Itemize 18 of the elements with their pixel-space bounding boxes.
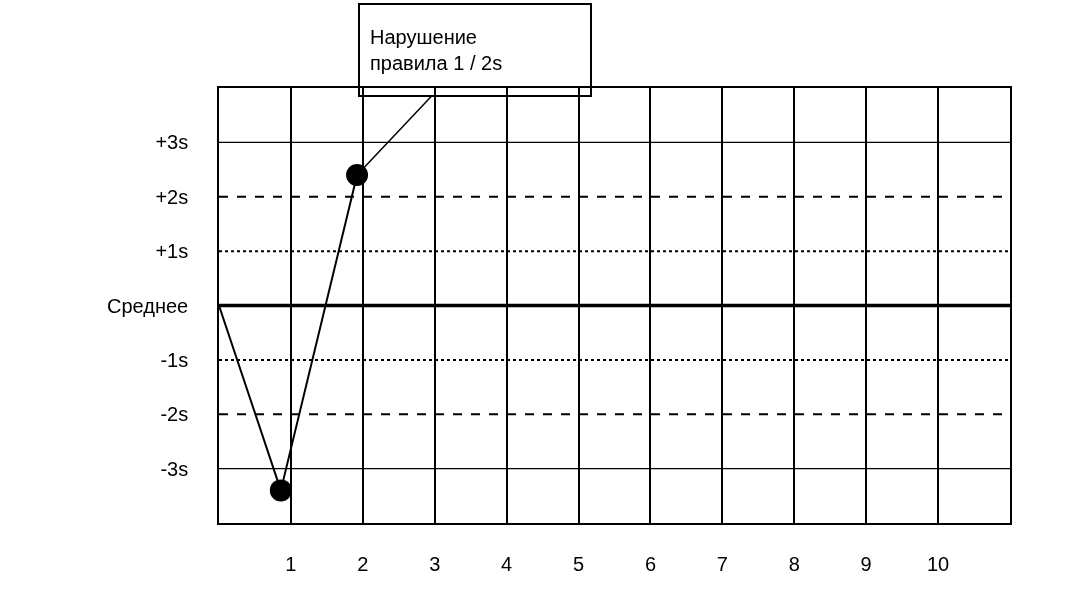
x-tick-label: 10 [926,552,950,575]
y-tick-label: +1s [155,240,189,263]
y-tick-label: +2s [155,185,189,208]
y-tick-label: Среднее [107,294,189,317]
x-tick-label: 2 [357,552,369,575]
y-tick-label: -1s [160,348,189,371]
y-tick-label: -2s [160,403,189,426]
y-tick-label: -3s [160,457,189,480]
x-tick-label: 6 [644,552,657,575]
x-tick-label: 8 [788,552,800,575]
annotation: Нарушение правила 1 / 2s [370,26,503,74]
x-tick-label: 4 [501,552,513,575]
x-tick-label: 5 [572,552,585,575]
x-tick-label: 7 [716,552,728,575]
y-tick-label: +3s [155,131,189,154]
x-tick-label: 9 [860,552,872,575]
x-tick-label: 3 [429,552,441,575]
x-tick-label: 1 [285,552,297,575]
